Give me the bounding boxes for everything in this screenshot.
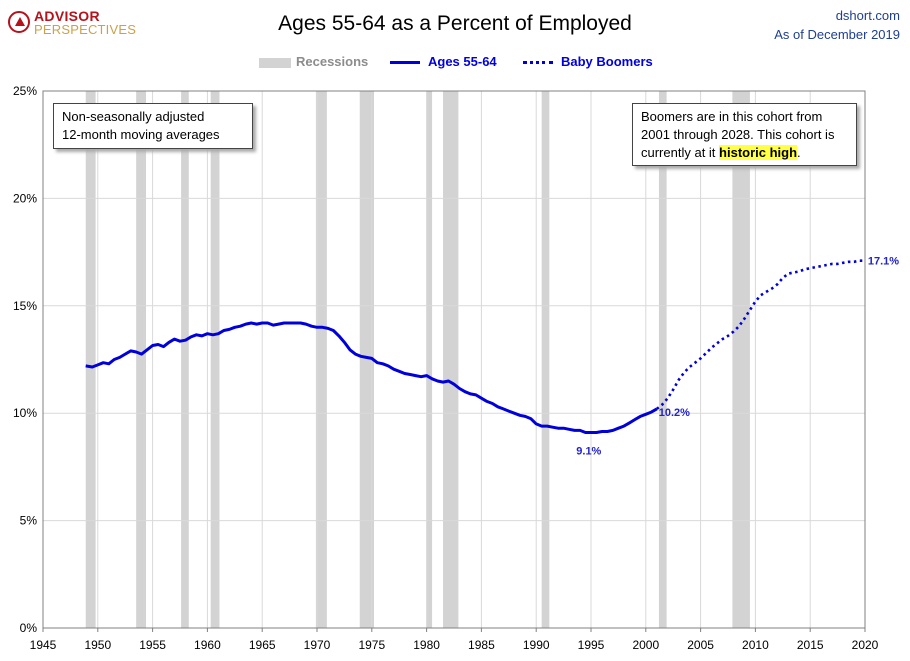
recession-band <box>426 91 433 628</box>
x-tick-label: 1955 <box>139 638 166 652</box>
data-label: 10.2% <box>659 407 690 419</box>
x-tick-label: 2020 <box>852 638 879 652</box>
recession-band <box>210 91 220 628</box>
x-tick-label: 1975 <box>358 638 385 652</box>
legend-ages-55-64: Ages 55-64 <box>428 54 497 69</box>
x-tick-label: 1980 <box>413 638 440 652</box>
y-tick-label: 20% <box>13 191 37 205</box>
x-tick-label: 2015 <box>797 638 824 652</box>
recession-band <box>85 91 96 628</box>
y-tick-label: 25% <box>13 84 37 98</box>
y-tick-label: 10% <box>13 406 37 420</box>
y-tick-label: 0% <box>20 621 38 635</box>
x-tick-label: 2005 <box>687 638 714 652</box>
x-tick-label: 1965 <box>249 638 276 652</box>
as-of-date: As of December 2019 <box>774 27 900 42</box>
note-left-line2: 12-month moving averages <box>62 127 220 142</box>
note-right-line3-post: . <box>797 145 801 160</box>
data-label: 9.1% <box>576 446 601 458</box>
x-tick-label: 1950 <box>84 638 111 652</box>
brand-line2: PERSPECTIVES <box>34 22 137 37</box>
recession-band <box>541 91 550 628</box>
recession-band <box>359 91 374 628</box>
recession-band <box>732 91 750 628</box>
note-left-line1: Non-seasonally adjusted <box>62 109 205 124</box>
x-tick-label: 1985 <box>468 638 495 652</box>
chart-title: Ages 55-64 as a Percent of Employed <box>278 12 632 35</box>
x-tick-label: 1970 <box>304 638 331 652</box>
plot-border <box>42 90 866 629</box>
x-tick-label: 2000 <box>632 638 659 652</box>
series-baby-boomers-line <box>655 259 864 410</box>
x-axis-ticks: 1945 1950 1955 1960 1965 1970 1975 1980 1985 1990… <box>30 628 879 652</box>
data-label: 17.1% <box>868 256 899 268</box>
logo-icon <box>8 11 30 33</box>
y-tick-label: 5% <box>20 514 38 528</box>
legend-baby-boomers: Baby Boomers <box>561 54 653 69</box>
recession-band <box>136 91 147 628</box>
series-ages-55-64-line <box>85 321 658 434</box>
note-right-line3-pre: currently at it <box>641 145 720 160</box>
brand-line1: ADVISOR <box>34 8 100 24</box>
x-tick-label: 1945 <box>30 638 57 652</box>
legend-recessions: Recessions <box>296 54 369 69</box>
chart-legend: Recessions Ages 55-64 Baby Boomers <box>0 54 910 72</box>
note-right-line1: Boomers are in this cohort from <box>641 109 823 124</box>
source-site: dshort.com <box>835 8 900 23</box>
recession-band <box>181 91 189 628</box>
recession-band <box>315 91 327 628</box>
legend-solid-swatch <box>390 61 420 64</box>
data-annotations: 9.1% 10.2% 17.1% <box>576 256 899 458</box>
note-right-highlight: historic high <box>719 145 798 160</box>
note-right: Boomers are in this cohort from 2001 thr… <box>632 103 857 166</box>
note-right-line2: 2001 through 2028. This cohort is <box>641 127 835 142</box>
y-tick-label: 15% <box>13 299 37 313</box>
recession-band <box>443 91 459 628</box>
x-tick-label: 2010 <box>742 638 769 652</box>
source-block: dshort.com As of December 2019 <box>774 6 900 44</box>
note-left: Non-seasonally adjusted 12-month moving … <box>53 103 253 149</box>
recession-band <box>658 91 667 628</box>
x-tick-label: 1990 <box>523 638 550 652</box>
legend-recession-swatch <box>259 58 291 68</box>
legend-dotted-swatch <box>523 61 553 64</box>
x-tick-label: 1960 <box>194 638 221 652</box>
recession-bands <box>85 91 750 628</box>
gridlines <box>43 91 865 628</box>
brand-logo: ADVISOR PERSPECTIVES <box>8 8 138 37</box>
y-axis-ticks: 0% 5% 10% 15% 20% 25% <box>13 84 37 635</box>
note-right-line3: currently at it historic high. <box>641 144 848 162</box>
series-lines <box>85 259 864 434</box>
x-tick-label: 1995 <box>578 638 605 652</box>
